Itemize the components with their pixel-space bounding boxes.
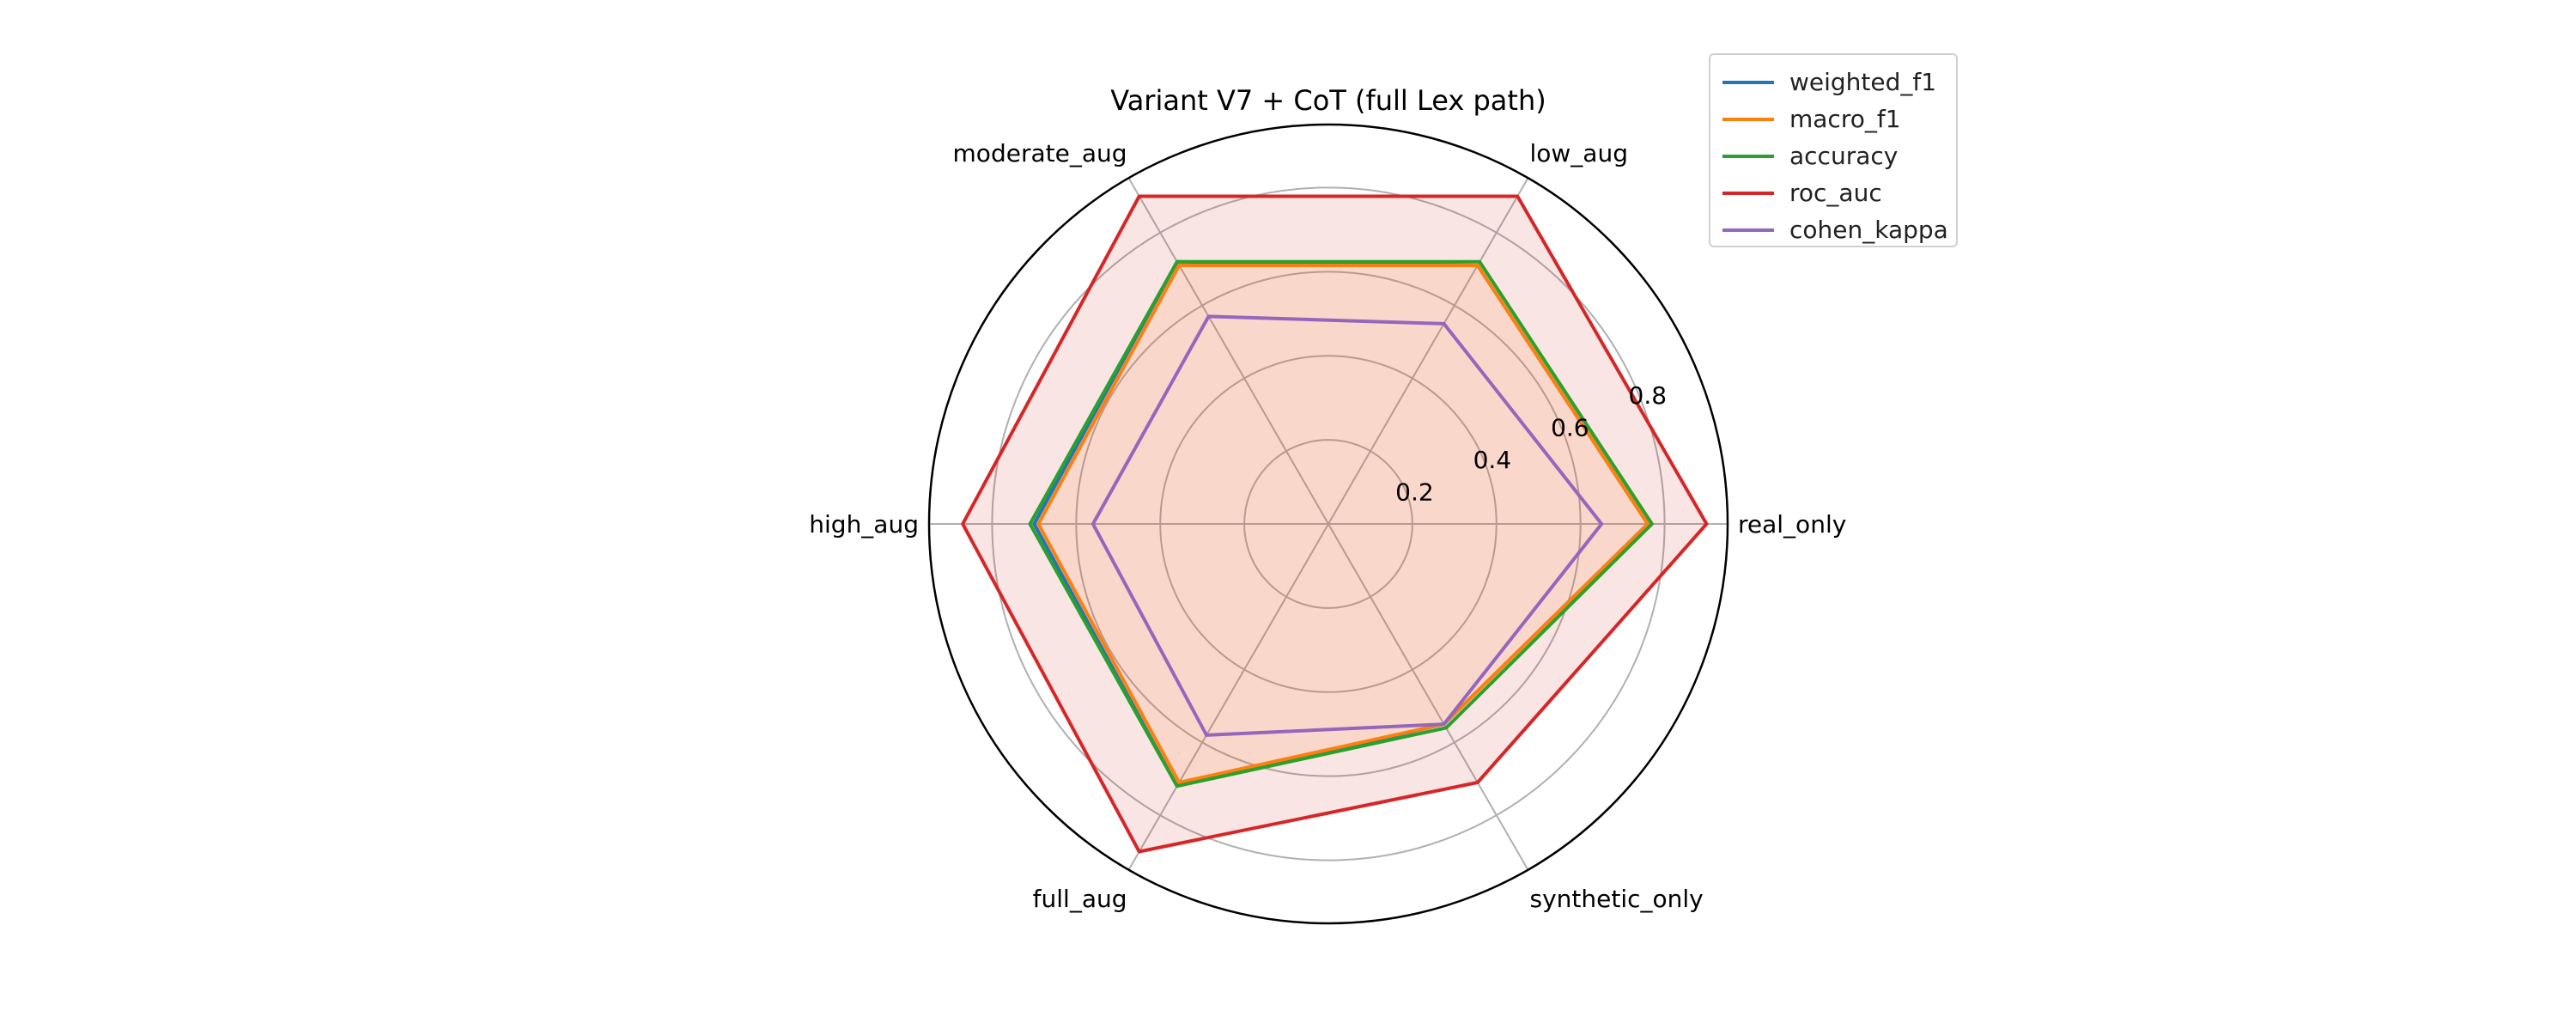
- spoke-low_aug: [1327, 177, 1529, 525]
- series-line-roc_auc: [961, 194, 1709, 854]
- category-label-low_aug: low_aug: [1530, 139, 1629, 167]
- legend-item-weighted_f1: weighted_f1: [1722, 64, 1956, 100]
- series-fill-roc_auc: [963, 196, 1707, 852]
- chart-title: Variant V7 + CoT (full Lex path): [1110, 84, 1546, 117]
- legend: weighted_f1 macro_f1 accuracy roc_auc cohen_…: [1709, 53, 1958, 247]
- radial-tick-label: 0.4: [1473, 446, 1512, 474]
- legend-swatch: [1722, 191, 1774, 195]
- radial-tick-label: 0.2: [1395, 478, 1434, 507]
- category-label-full_aug: full_aug: [1033, 885, 1127, 913]
- spoke-full_aug: [1127, 523, 1329, 871]
- legend-label: cohen_kappa: [1789, 216, 1948, 244]
- legend-label: accuracy: [1789, 142, 1899, 170]
- legend-label: roc_auc: [1789, 179, 1882, 207]
- legend-swatch: [1722, 228, 1774, 232]
- spoke-moderate_aug: [1127, 177, 1329, 525]
- legend-item-roc_auc: roc_auc: [1722, 174, 1956, 211]
- radar-grid: [927, 123, 1729, 925]
- outer-boundary: [927, 123, 1729, 925]
- legend-label: weighted_f1: [1789, 68, 1937, 96]
- radial-tick-label: 0.8: [1629, 381, 1668, 410]
- radial-tick-label: 0.6: [1551, 414, 1589, 442]
- category-label-real_only: real_only: [1738, 510, 1846, 539]
- series-line-accuracy: [1028, 259, 1654, 788]
- series-line-cohen_kappa: [1091, 314, 1604, 737]
- legend-label: macro_f1: [1789, 105, 1901, 133]
- legend-item-macro_f1: macro_f1: [1722, 100, 1956, 137]
- legend-swatch: [1722, 154, 1774, 158]
- legend-swatch: [1722, 117, 1774, 121]
- legend-item-cohen_kappa: cohen_kappa: [1722, 211, 1956, 248]
- category-label-moderate_aug: moderate_aug: [953, 139, 1127, 167]
- legend-swatch: [1722, 80, 1774, 84]
- legend-item-accuracy: accuracy: [1722, 137, 1956, 174]
- radar-series: [961, 194, 1709, 854]
- series-fill-macro_f1: [1038, 265, 1648, 782]
- category-label-high_aug: high_aug: [809, 510, 919, 539]
- radar-labels: 0.2 0.4 0.6 0.8 real_only low_aug moderate_aug…: [809, 139, 1846, 913]
- spoke-synthetic_only: [1327, 523, 1529, 871]
- category-label-synthetic_only: synthetic_only: [1530, 885, 1704, 913]
